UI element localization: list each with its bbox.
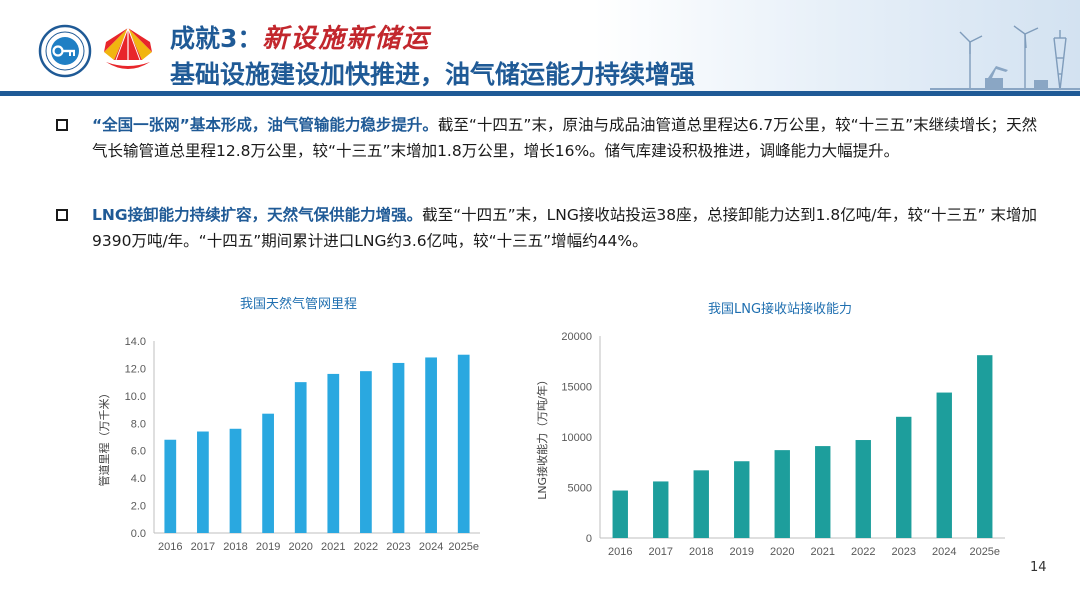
bar xyxy=(392,362,405,533)
x-tick-label: 2024 xyxy=(932,546,956,558)
y-tick-label: 2.0 xyxy=(131,501,146,513)
bar xyxy=(653,481,669,538)
bar xyxy=(734,461,750,538)
y-axis-label: 管道里程（万千米） xyxy=(97,388,111,487)
bullet-lng: LNG接卸能力持续扩容，天然气保供能力增强。截至“十四五”末，LNG接收站投运3… xyxy=(56,202,1046,254)
x-tick-label: 2021 xyxy=(811,546,835,558)
x-tick-label: 2024 xyxy=(419,541,443,553)
x-tick-label: 2020 xyxy=(288,541,312,553)
bullet-pipeline: “全国一张网”基本形成，油气管输能力稳步提升。截至“十四五”末，原油与成品油管道… xyxy=(56,112,1046,164)
bar xyxy=(425,357,437,533)
y-tick-label: 12.0 xyxy=(125,363,146,375)
y-tick-label: 6.0 xyxy=(131,446,146,458)
bullet-square-icon xyxy=(56,119,68,131)
x-tick-label: 2019 xyxy=(256,541,280,553)
y-tick-label: 0 xyxy=(586,533,592,545)
emblem-logo-icon xyxy=(38,24,92,78)
bar xyxy=(164,439,177,533)
y-tick-label: 20000 xyxy=(561,331,592,343)
y-tick-label: 5000 xyxy=(568,483,592,495)
page-number: 14 xyxy=(1030,560,1047,575)
y-tick-label: 10000 xyxy=(561,432,592,444)
bullet-text: “全国一张网”基本形成，油气管输能力稳步提升。截至“十四五”末，原油与成品油管道… xyxy=(92,112,1046,164)
bar xyxy=(360,371,372,533)
bar xyxy=(855,440,871,538)
x-tick-label: 2025e xyxy=(448,541,479,553)
bullet-text: LNG接卸能力持续扩容，天然气保供能力增强。截至“十四五”末，LNG接收站投运3… xyxy=(92,202,1046,254)
chart2-title: 我国LNG接收站接收能力 xyxy=(708,302,853,317)
x-tick-label: 2021 xyxy=(321,541,345,553)
y-tick-label: 0.0 xyxy=(131,528,146,540)
bullet-lead: “全国一张网”基本形成，油气管输能力稳步提升。 xyxy=(92,116,438,134)
bullet-body: 截至“十四五”末，原油与成品油管道总里程达6.7万公里，较“十三五”末继续增长；… xyxy=(92,116,1038,160)
bar xyxy=(977,355,993,538)
x-tick-label: 2022 xyxy=(851,546,875,558)
x-tick-label: 2018 xyxy=(689,546,713,558)
y-tick-label: 14.0 xyxy=(125,336,146,348)
x-tick-label: 2025e xyxy=(969,546,1000,558)
bar xyxy=(612,490,628,538)
chart1-title: 我国天然气管网里程 xyxy=(240,297,358,312)
company-shell-logo-icon xyxy=(104,27,152,69)
x-tick-label: 2020 xyxy=(770,546,794,558)
bar xyxy=(896,416,912,538)
bar xyxy=(262,413,274,533)
x-tick-label: 2016 xyxy=(158,541,182,553)
bullet-body: 截至“十四五”末，LNG接收站投运38座，总接卸能力达到1.8亿吨/年，较“十三… xyxy=(92,206,1037,250)
slide-header xyxy=(0,0,1080,96)
bullet-square-icon xyxy=(56,209,68,221)
bar xyxy=(936,392,952,538)
slide-subtitle: 基础设施建设加快推进，油气储运能力持续增强 xyxy=(170,60,696,89)
x-tick-label: 2023 xyxy=(892,546,916,558)
bullet-lead: LNG接卸能力持续扩容，天然气保供能力增强。 xyxy=(92,206,423,224)
x-tick-label: 2017 xyxy=(191,541,215,553)
y-axis-label: LNG接收能力（万吨/年） xyxy=(535,374,549,500)
bar xyxy=(229,428,242,533)
x-tick-label: 2017 xyxy=(649,546,673,558)
y-tick-label: 10.0 xyxy=(125,391,146,403)
x-tick-label: 2016 xyxy=(608,546,632,558)
pipeline-mileage-chart: 0.0 2.0 4.0 6.0 8.0 10.0 12.0 14.0 2016 2017 2018 2… xyxy=(97,336,480,553)
x-tick-label: 2018 xyxy=(223,541,247,553)
slide-title: 成就3： 新设施新储运 xyxy=(170,18,430,54)
x-tick-label: 2019 xyxy=(730,546,754,558)
title-prefix: 成就3： xyxy=(170,24,263,53)
bar xyxy=(457,354,470,533)
bar xyxy=(197,431,209,533)
y-tick-label: 4.0 xyxy=(131,473,146,485)
energy-skyline-icon xyxy=(930,25,1080,91)
lng-capacity-chart: 0 5000 10000 15000 20000 2016 2017 2018 2019 2020… xyxy=(535,331,1005,558)
y-tick-label: 15000 xyxy=(561,382,592,394)
bar xyxy=(327,373,340,533)
x-tick-label: 2022 xyxy=(354,541,378,553)
bar xyxy=(294,382,307,533)
bar xyxy=(693,470,709,538)
header-rule xyxy=(0,91,1080,96)
y-tick-label: 8.0 xyxy=(131,418,146,430)
x-tick-label: 2023 xyxy=(386,541,410,553)
bar xyxy=(774,450,790,538)
title-highlight: 新设施新储运 xyxy=(262,24,431,54)
bar xyxy=(815,446,831,538)
